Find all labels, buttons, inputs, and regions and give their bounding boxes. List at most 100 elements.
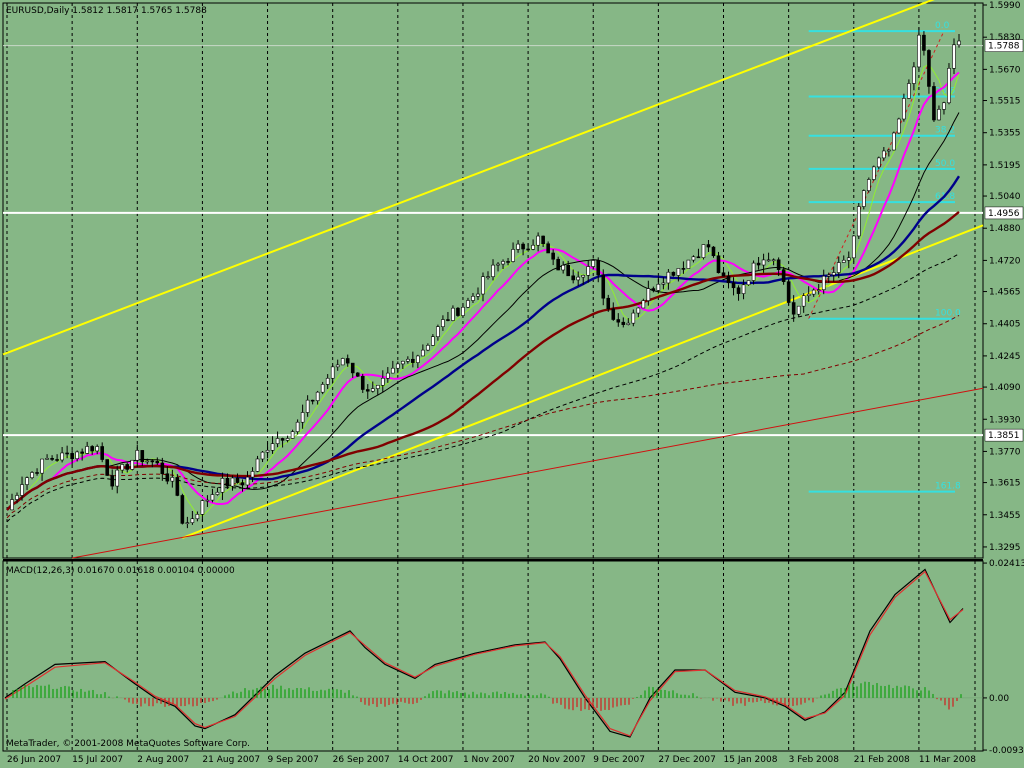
chart-title: EURUSD,Daily 1.5812 1.5817 1.5765 1.5788 (6, 6, 207, 16)
price-marker (984, 428, 1024, 442)
x-tick-label: 26 Jun 2007 (7, 755, 61, 765)
candle-body (270, 443, 275, 451)
candle-body (491, 264, 495, 277)
price-axis: 1.5990 1.5830 1.5670 1.5515 1.5355 1.5195 1.50… (983, 1, 1024, 756)
fib-level-label: 38.2 (935, 126, 955, 136)
macd-macd-line (4, 568, 964, 738)
candle-body (666, 271, 671, 284)
candle-body (521, 243, 525, 250)
time-axis: 26 Jun 2007 15 Jul 2007 2 Aug 2007 21 Aug 2… (7, 755, 976, 765)
candle-body (310, 399, 315, 402)
candle-body (370, 388, 375, 392)
fib-level-label: 161.8 (935, 482, 961, 492)
candle-body (50, 458, 54, 460)
candle-body (75, 451, 79, 459)
candle-body (65, 452, 69, 455)
trendline[interactable] (72, 387, 984, 559)
y-tick-label: 1.4565 (989, 288, 1021, 298)
y-tick-label: 1.4245 (989, 352, 1021, 362)
price-marker-label: 1.5788 (988, 42, 1020, 52)
candle-body (295, 421, 300, 432)
candle-body (846, 257, 851, 261)
x-tick-label: 27 Dec 2007 (658, 755, 716, 765)
macd-indicator (3, 568, 983, 738)
candle-body (892, 132, 896, 151)
candle-body (756, 262, 761, 266)
candle-body (280, 438, 285, 441)
x-tick-label: 2 Aug 2007 (137, 755, 189, 765)
candle-body (661, 282, 666, 285)
candle-body (150, 460, 155, 463)
candle-body (586, 266, 591, 276)
candle-body (235, 477, 240, 483)
candle-body (60, 452, 64, 461)
candle-body (260, 451, 265, 460)
candle-body (696, 256, 701, 259)
candle-body (651, 288, 656, 291)
candle-body (360, 375, 365, 390)
candle-body (646, 288, 651, 301)
candle-body (831, 272, 836, 276)
candle-body (375, 384, 380, 389)
candle-body (957, 40, 961, 46)
macd-signal-line (4, 570, 964, 737)
candle-body (686, 259, 691, 269)
candle-body (561, 264, 565, 271)
moving-average-line (6, 314, 960, 519)
price-marker-label: 1.3851 (988, 431, 1020, 441)
y-tick-label: 1.3615 (989, 479, 1021, 489)
candle-body (826, 274, 831, 277)
macd-title: MACD(12,26,3) 0.01670 0.01618 0.00104 0.… (6, 566, 235, 576)
x-tick-label: 15 Jan 2008 (724, 755, 778, 765)
candle-body (641, 300, 646, 309)
candle-body (776, 259, 781, 270)
x-tick-label: 9 Sep 2007 (268, 755, 319, 765)
candle-body (511, 249, 515, 262)
candle-body (766, 259, 771, 262)
vertical-grid (6, 3, 976, 751)
moving-average-line (6, 112, 960, 511)
macd-y-tick-label: 0.00 (989, 694, 1009, 704)
candle-body (340, 358, 345, 366)
candle-body (185, 522, 190, 524)
candle-body (531, 244, 535, 250)
candle-body (190, 518, 195, 523)
moving-average-line (6, 71, 960, 511)
candle-body (761, 259, 766, 266)
candle-body (706, 244, 711, 248)
candle-body (656, 283, 661, 291)
candle-body (245, 476, 250, 486)
candle-body (345, 358, 350, 364)
candle-body (115, 469, 120, 487)
chart-frame (2, 2, 984, 559)
candle-body (120, 464, 125, 471)
candle-body (611, 308, 616, 320)
candle-body (516, 243, 520, 250)
candle-body (175, 477, 180, 496)
candle-body (556, 258, 560, 271)
candle-body (476, 293, 480, 297)
fib-level-label: 0.0 (935, 21, 950, 31)
trendline[interactable] (2, 0, 983, 356)
y-tick-label: 1.4090 (989, 383, 1021, 393)
candle-body (20, 484, 24, 496)
candle-body (902, 98, 906, 120)
candle-body (285, 438, 290, 441)
y-tick-label: 1.3930 (989, 415, 1021, 425)
candle-body (821, 275, 826, 290)
price-marker-label: 1.4956 (988, 209, 1020, 219)
candle-body (95, 446, 99, 452)
x-tick-label: 20 Nov 2007 (528, 755, 586, 765)
candle-body (551, 252, 555, 260)
candle-body (426, 345, 430, 351)
candle-body (791, 302, 796, 315)
candle-body (726, 275, 731, 284)
candle-body (170, 477, 175, 482)
candle-body (486, 276, 490, 278)
candle-body (15, 495, 19, 500)
candle-body (621, 321, 626, 325)
candle-body (250, 471, 255, 478)
candle-body (401, 360, 405, 365)
candle-body (431, 336, 435, 346)
